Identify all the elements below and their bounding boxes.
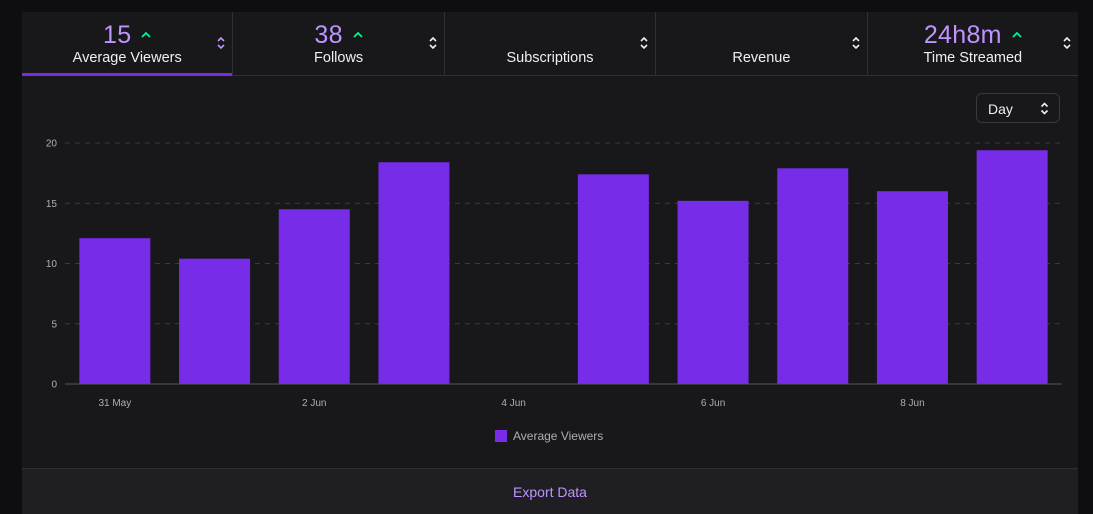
tab-label: Subscriptions [506, 50, 594, 66]
sort-icon[interactable] [851, 36, 861, 50]
footer-bar: Export Data [22, 468, 1078, 514]
legend-label: Average Viewers [513, 429, 604, 443]
tab-label: Follows [314, 50, 364, 66]
bar-chart: 0 5 10 15 20 31 May 2 Jun 4 Jun 6 Jun 8 Jun [46, 139, 1062, 409]
period-select[interactable]: Day [976, 93, 1060, 123]
trend-up-icon [141, 31, 152, 38]
sort-icon[interactable] [639, 36, 649, 50]
bar[interactable] [777, 168, 849, 384]
select-chevron-icon [1040, 102, 1049, 115]
legend-swatch [495, 430, 507, 442]
tab-value: 15 [102, 20, 132, 49]
chart-legend[interactable]: Average Viewers [495, 429, 603, 443]
tab-average-viewers[interactable]: 15 Average Viewers [22, 12, 234, 76]
bar[interactable] [278, 209, 350, 384]
metric-tabs: 15 Average Viewers 38 Follows Subscripti… [22, 12, 1078, 76]
bar[interactable] [79, 238, 151, 384]
tab-value-row: 15 [102, 20, 152, 50]
bar[interactable] [179, 258, 251, 384]
tab-value: 24h8m [923, 20, 1002, 49]
tab-label: Revenue [732, 50, 791, 66]
x-tick-label: 2 Jun [302, 398, 326, 409]
sort-icon[interactable] [216, 36, 226, 50]
y-tick-label: 5 [51, 319, 57, 330]
tab-follows[interactable]: 38 Follows [233, 12, 445, 75]
trend-up-icon [1012, 31, 1022, 38]
export-data-button[interactable]: Export Data [505, 480, 595, 504]
tab-time-streamed[interactable]: 24h8m Time Streamed [868, 12, 1078, 75]
trend-up-icon [353, 31, 363, 38]
analytics-panel: 15 Average Viewers 38 Follows Subscripti… [22, 12, 1078, 514]
y-tick-label: 0 [51, 380, 57, 391]
x-tick-label: 6 Jun [701, 398, 725, 409]
bar[interactable] [876, 191, 948, 384]
y-tick-label: 15 [46, 199, 58, 210]
tab-subscriptions[interactable]: Subscriptions [445, 12, 657, 75]
y-tick-label: 10 [46, 259, 58, 270]
bar[interactable] [378, 162, 450, 384]
x-tick-label: 8 Jun [900, 398, 924, 409]
x-tick-label: 31 May [98, 398, 131, 409]
tab-label: Time Streamed [923, 50, 1023, 66]
bar[interactable] [577, 174, 649, 384]
tab-value: 38 [314, 20, 343, 49]
period-select-value: Day [988, 101, 1013, 117]
y-tick-label: 20 [46, 139, 58, 150]
tab-label: Average Viewers [72, 50, 182, 66]
x-tick-label: 4 Jun [501, 398, 525, 409]
bar[interactable] [976, 150, 1048, 384]
sort-icon[interactable] [1062, 36, 1072, 50]
tab-value-row: 38 [314, 20, 363, 50]
sort-icon[interactable] [428, 36, 438, 50]
tab-revenue[interactable]: Revenue [656, 12, 868, 75]
bar[interactable] [677, 200, 749, 384]
tab-value-row: 24h8m [924, 20, 1022, 50]
